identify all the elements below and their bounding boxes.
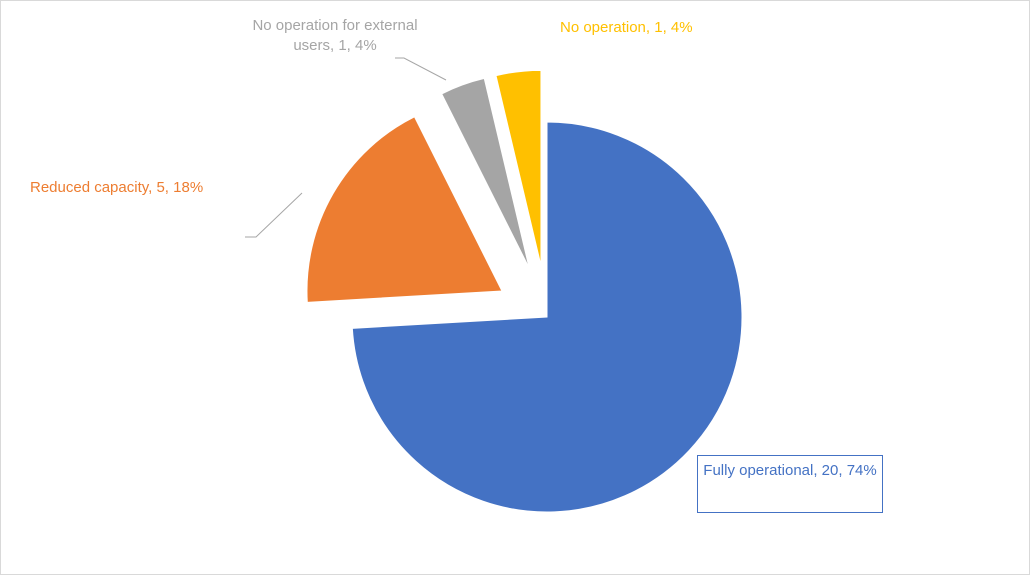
data-label: Fully operational, 20, 74%: [697, 455, 883, 513]
leader-line: [245, 192, 303, 238]
pie-slice: [306, 116, 503, 303]
data-label: No operation, 1, 4%: [560, 19, 693, 36]
pie-slice: [495, 69, 542, 266]
leader-line: [395, 57, 447, 81]
data-label: No operation for external users, 1, 4%: [252, 17, 418, 54]
pie-slice: [351, 121, 743, 513]
pie-slice: [441, 77, 530, 269]
data-label: Reduced capacity, 5, 18%: [30, 179, 204, 196]
